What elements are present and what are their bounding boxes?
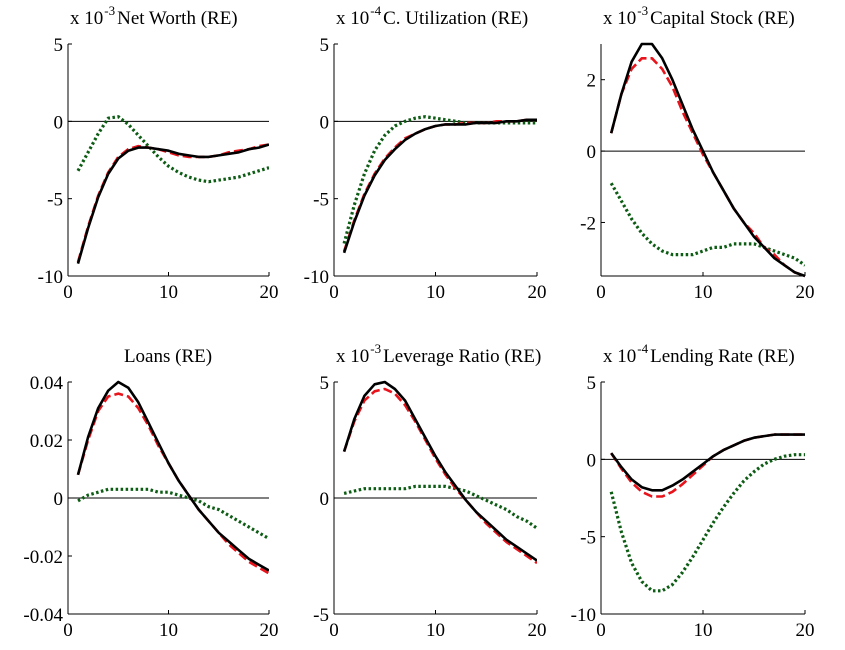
series-line-dotted [609,182,805,267]
panel-title: Net Worth (RE) [117,8,238,29]
y-tick-label: -0.04 [23,605,63,626]
series-line-dashed [76,392,269,575]
y-tick-label: -5 [313,605,329,626]
x-tick-label: 20 [260,620,279,641]
y-tick-label: 2 [587,71,597,92]
panel-title: Lending Rate (RE) [650,346,795,367]
series-line-dashed [609,56,805,278]
series-line-solid [76,143,269,264]
x-tick-label: 20 [260,282,279,303]
x-tick-label: 10 [426,620,445,641]
series-line-dashed [76,143,269,263]
y-tick-label: -0.02 [23,547,63,568]
y-tick-label: 0 [587,450,597,471]
scale-exponent: -3 [104,3,115,18]
panel-title: C. Utilization (RE) [383,8,528,29]
series-line-dotted [343,484,537,530]
y-tick-label: -5 [580,528,596,549]
scale-label: x 10 [70,8,103,29]
scale-label: x 10 [336,346,369,367]
panel-1: -10 -5 0 5 0 10 20 x 10 -3 Net Worth (RE) [38,3,279,303]
x-tick-label: 10 [159,282,178,303]
series-line-dashed [342,118,537,252]
series-line-dotted [609,453,805,593]
y-tick-label: 5 [320,373,330,394]
scale-label: x 10 [603,346,636,367]
panel-4: -0.04 -0.02 0 0.02 0.04 0 10 20 Loans (RE) [23,346,278,641]
series-line-solid [610,433,805,492]
y-tick-label: -2 [580,213,596,234]
panel-title: Leverage Ratio (RE) [383,346,541,367]
series-line-dotted [76,115,269,184]
panel-2: -10 -5 0 5 0 10 20 x 10 -4 C. Utilization (RE) [304,3,547,303]
series-line-dotted [77,487,269,540]
scale-exponent: -4 [637,341,648,356]
y-tick-label: 5 [320,35,330,56]
x-tick-label: 20 [796,282,815,303]
y-tick-label: 5 [54,35,64,56]
y-tick-label: 0 [320,112,330,133]
x-tick-label: 0 [596,620,606,641]
series-line-solid [76,380,269,572]
scale-exponent: -3 [637,3,648,18]
y-tick-label: 0 [54,112,64,133]
y-tick-label: 0.04 [30,373,64,394]
scale-label: x 10 [603,8,636,29]
y-tick-label: -10 [38,267,63,288]
x-tick-label: 10 [694,620,713,641]
x-tick-label: 10 [159,620,178,641]
y-tick-label: 5 [587,373,597,394]
x-tick-label: 0 [63,620,73,641]
y-tick-label: -5 [313,190,329,211]
x-tick-label: 20 [528,282,547,303]
x-tick-label: 0 [596,282,606,303]
panel-title: Loans (RE) [124,346,212,367]
panel-6: -10 -5 0 5 0 10 20 x 10 -4 Lending Rate (RE) [571,341,815,641]
x-tick-label: 10 [694,282,713,303]
scale-exponent: -3 [370,341,381,356]
y-tick-label: -10 [304,267,329,288]
panel-title: Capital Stock (RE) [650,8,795,29]
scale-exponent: -4 [370,3,381,18]
x-tick-label: 0 [63,282,73,303]
y-tick-label: 0 [587,142,597,163]
x-tick-label: 10 [426,282,445,303]
series-line-solid [609,42,805,278]
series-line-dashed [342,387,537,565]
scale-label: x 10 [336,8,369,29]
y-tick-label: -10 [571,605,596,626]
x-tick-label: 20 [796,620,815,641]
y-tick-label: -5 [47,190,63,211]
series-line-solid [342,380,537,562]
y-tick-label: 0.02 [30,431,63,452]
y-tick-label: 0 [54,489,64,510]
x-tick-label: 20 [528,620,547,641]
x-tick-label: 0 [329,282,339,303]
series-line-solid [342,118,537,254]
y-tick-label: 0 [320,489,330,510]
x-tick-label: 0 [329,620,339,641]
series-line-dotted [342,115,537,244]
